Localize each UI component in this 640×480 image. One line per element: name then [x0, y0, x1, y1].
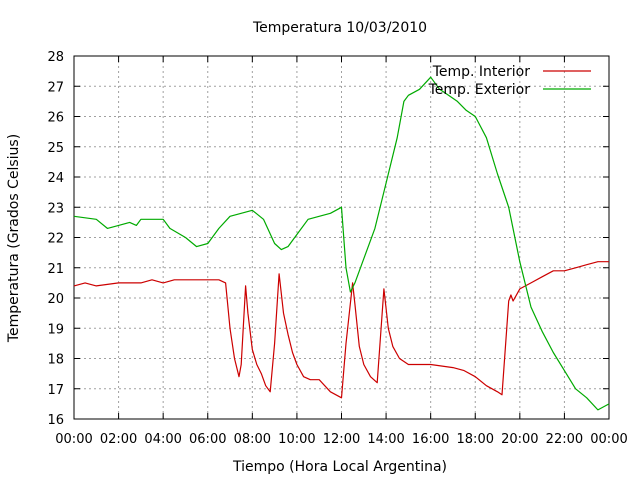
- x-tick-label: 02:00: [100, 432, 137, 447]
- x-tick-label: 18:00: [457, 432, 494, 447]
- series-line-temp-exterior: [73, 76, 610, 411]
- x-tick-label: 20:00: [501, 432, 538, 447]
- y-tick-label: 19: [47, 322, 64, 337]
- x-tick-label: 22:00: [546, 432, 583, 447]
- x-axis-label: Tiempo (Hora Local Argentina): [232, 459, 447, 475]
- y-tick-label: 23: [47, 201, 64, 216]
- legend: Temp. Interior Temp. Exterior: [428, 64, 591, 98]
- y-tick-label: 16: [47, 413, 64, 428]
- x-tick-label: 10:00: [278, 432, 315, 447]
- chart-title: Temperatura 10/03/2010: [252, 20, 427, 36]
- y-tick-label: 27: [47, 80, 64, 95]
- y-tick-label: 21: [47, 262, 64, 277]
- y-tick-labels: 16 17 18 19 20 21 22 23 24 25 26 27 28: [47, 50, 609, 428]
- x-tick-label: 00:00: [590, 432, 627, 447]
- x-tick-labels: 00:00 02:00 04:00 06:00 08:00 10:00 12:00 14:00…: [55, 56, 628, 447]
- y-tick-label: 25: [47, 141, 64, 156]
- y-tick-label: 18: [47, 353, 64, 368]
- grid-lines: [74, 56, 609, 419]
- x-tick-label: 16:00: [412, 432, 449, 447]
- y-tick-label: 26: [47, 111, 64, 126]
- x-tick-label: 12:00: [323, 432, 360, 447]
- x-tick-label: 08:00: [234, 432, 271, 447]
- series-line-temp-interior: [73, 261, 609, 399]
- legend-label-temp-exterior: Temp. Exterior: [428, 82, 531, 98]
- x-tick-label: 14:00: [367, 432, 404, 447]
- y-tick-label: 22: [47, 232, 64, 247]
- y-tick-label: 20: [47, 292, 64, 307]
- y-tick-label: 24: [47, 171, 64, 186]
- y-axis-label: Temperatura (Grados Celsius): [6, 134, 22, 343]
- series-lines: [73, 76, 610, 411]
- y-tick-label: 17: [47, 383, 64, 398]
- x-tick-label: 04:00: [144, 432, 181, 447]
- y-tick-label: 28: [47, 50, 64, 65]
- legend-label-temp-interior: Temp. Interior: [432, 64, 531, 80]
- x-tick-label: 06:00: [189, 432, 226, 447]
- x-tick-label: 00:00: [55, 432, 92, 447]
